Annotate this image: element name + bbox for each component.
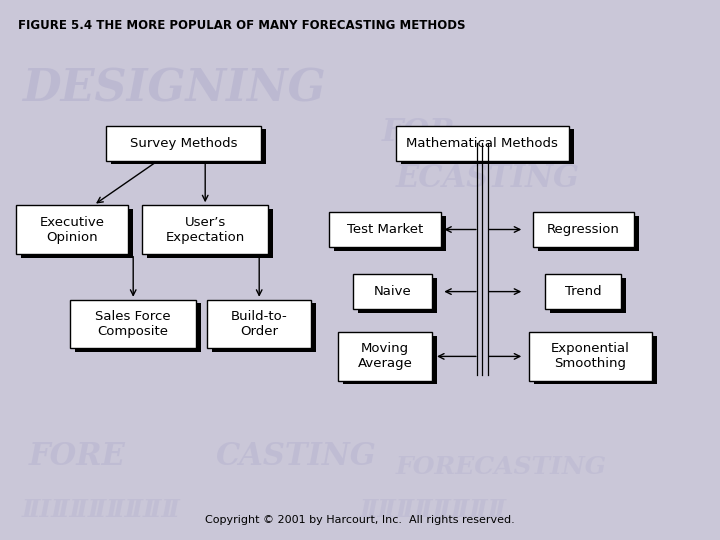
- Text: Executive
Opinion: Executive Opinion: [40, 215, 104, 244]
- FancyBboxPatch shape: [538, 215, 639, 251]
- Text: Sales Force
Composite: Sales Force Composite: [95, 310, 171, 338]
- Text: Survey Methods: Survey Methods: [130, 137, 238, 150]
- FancyBboxPatch shape: [334, 215, 446, 251]
- FancyBboxPatch shape: [207, 300, 311, 348]
- FancyBboxPatch shape: [546, 274, 621, 309]
- Text: FORE: FORE: [29, 441, 126, 472]
- Text: CASTING: CASTING: [216, 441, 377, 472]
- FancyBboxPatch shape: [343, 336, 437, 384]
- FancyBboxPatch shape: [338, 332, 432, 381]
- Text: FOR: FOR: [382, 117, 455, 148]
- FancyBboxPatch shape: [71, 300, 196, 348]
- FancyBboxPatch shape: [396, 125, 569, 160]
- FancyBboxPatch shape: [534, 336, 657, 384]
- Text: Moving
Average: Moving Average: [358, 342, 413, 370]
- FancyBboxPatch shape: [533, 212, 634, 247]
- FancyBboxPatch shape: [17, 205, 128, 254]
- FancyBboxPatch shape: [330, 212, 441, 247]
- Text: Trend: Trend: [565, 285, 601, 298]
- FancyBboxPatch shape: [551, 278, 626, 313]
- Text: Mathematical Methods: Mathematical Methods: [407, 137, 558, 150]
- Text: Regression: Regression: [546, 223, 620, 236]
- FancyBboxPatch shape: [529, 332, 652, 381]
- Text: Copyright © 2001 by Harcourt, Inc.  All rights reserved.: Copyright © 2001 by Harcourt, Inc. All r…: [205, 515, 515, 525]
- Text: Build-to-
Order: Build-to- Order: [231, 310, 287, 338]
- FancyBboxPatch shape: [142, 205, 268, 254]
- FancyBboxPatch shape: [22, 209, 133, 258]
- FancyBboxPatch shape: [76, 303, 201, 352]
- FancyBboxPatch shape: [353, 274, 432, 309]
- Text: Naive: Naive: [374, 285, 411, 298]
- Text: DESIGNING: DESIGNING: [22, 68, 325, 111]
- Text: ECASTING: ECASTING: [396, 163, 580, 194]
- FancyBboxPatch shape: [358, 278, 437, 313]
- FancyBboxPatch shape: [212, 303, 317, 352]
- Text: ⅡⅡⅡⅡⅡⅡⅡⅡ: ⅡⅡⅡⅡⅡⅡⅡⅡ: [360, 498, 507, 522]
- FancyBboxPatch shape: [401, 130, 574, 164]
- Text: FIGURE 5.4 THE MORE POPULAR OF MANY FORECASTING METHODS: FIGURE 5.4 THE MORE POPULAR OF MANY FORE…: [18, 19, 466, 32]
- Text: Exponential
Smoothing: Exponential Smoothing: [551, 342, 630, 370]
- Text: FORECASTING: FORECASTING: [396, 455, 607, 479]
- FancyBboxPatch shape: [107, 125, 261, 160]
- Text: User’s
Expectation: User’s Expectation: [166, 215, 245, 244]
- Text: ⅡⅠⅡⅡⅡⅡⅡⅡⅡ: ⅡⅠⅡⅡⅡⅡⅡⅡⅡ: [22, 498, 180, 522]
- FancyBboxPatch shape: [112, 130, 266, 164]
- Text: Test Market: Test Market: [347, 223, 423, 236]
- FancyBboxPatch shape: [147, 209, 273, 258]
